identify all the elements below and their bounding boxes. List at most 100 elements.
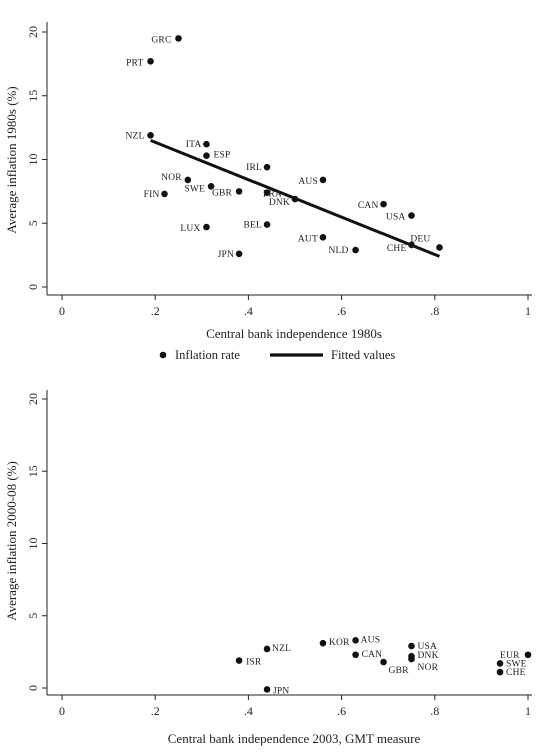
data-point-nzl xyxy=(263,645,271,653)
data-label-prt: PRT xyxy=(126,58,143,68)
x-ticks: 0 .2 .4 .6 .8 1 xyxy=(59,295,531,318)
data-point-aus xyxy=(319,176,327,184)
data-label-isr: ISR xyxy=(246,658,262,668)
data-label-aut: AUT xyxy=(298,234,318,244)
data-point-dnk xyxy=(291,195,299,203)
data-point-nor xyxy=(408,655,415,663)
data-point-nld xyxy=(352,246,359,254)
data-point-che xyxy=(496,668,504,676)
y-ticks: 0 5 10 15 20 xyxy=(26,26,47,290)
x-tick-label: .8 xyxy=(430,704,439,718)
data-label-nzl: NZL xyxy=(272,644,291,654)
data-label-fra: FRA xyxy=(263,190,282,200)
data-label-jpn: JPN xyxy=(218,250,234,260)
y-tick-label: 5 xyxy=(26,613,40,619)
data-label-dnk: DNK xyxy=(418,651,439,661)
data-point-can xyxy=(352,651,359,659)
data-label-bel: BEL xyxy=(243,221,262,231)
data-label-can: CAN xyxy=(358,201,379,211)
chart-panel-2000s: 0 5 10 15 20 0 .2 .4 .6 .8 1 JPN ISR NZL KOR AUS CAN GB… xyxy=(4,390,532,746)
y-tick-label: 20 xyxy=(26,26,40,38)
x-ticks: 0 .2 .4 .6 .8 1 xyxy=(59,695,531,718)
data-point-aus xyxy=(352,637,359,644)
data-label-ita: ITA xyxy=(186,140,202,150)
y-tick-label: 0 xyxy=(26,284,40,290)
data-label-deu: DEU xyxy=(410,234,430,244)
y-tick-label: 20 xyxy=(26,393,40,405)
x-tick-label: .6 xyxy=(337,304,346,318)
y-tick-label: 15 xyxy=(26,90,40,102)
x-tick-label: .4 xyxy=(244,704,253,718)
y-tick-label: 5 xyxy=(26,220,40,226)
x-axis-title: Central bank independence 1980s xyxy=(206,326,382,341)
y-tick-label: 0 xyxy=(26,685,40,691)
data-label-aus: AUS xyxy=(298,177,318,187)
data-point-nzl xyxy=(147,131,154,139)
data-label-swe: SWE xyxy=(506,659,527,669)
data-label-nzl: NZL xyxy=(125,131,144,141)
y-tick-label: 15 xyxy=(26,465,40,477)
data-point-swe xyxy=(496,660,504,667)
x-tick-label: 0 xyxy=(59,704,65,718)
x-tick-label: 1 xyxy=(525,704,531,718)
data-label-gbr: GBR xyxy=(212,188,233,198)
data-point-jpn xyxy=(263,686,271,693)
data-label-swe: SWE xyxy=(184,184,205,194)
data-label-irl: IRL xyxy=(246,163,262,173)
data-label-nor: NOR xyxy=(418,663,439,673)
data-label-aus: AUS xyxy=(361,635,381,645)
data-label-jpn: JPN xyxy=(273,686,289,696)
data-point-usa xyxy=(408,212,415,219)
data-point-eur xyxy=(524,651,532,659)
x-tick-label: .6 xyxy=(337,704,346,718)
data-point-irl xyxy=(263,163,271,171)
data-label-grc: GRC xyxy=(151,35,171,45)
data-point-fra xyxy=(263,189,271,196)
data-label-usa: USA xyxy=(386,213,406,223)
data-point-ita xyxy=(203,140,210,148)
data-point-deu xyxy=(436,244,443,251)
data-point-esp xyxy=(203,152,210,159)
y-tick-label: 10 xyxy=(26,154,40,166)
x-tick-label: 1 xyxy=(525,304,531,318)
legend-dot-marker xyxy=(159,351,167,359)
data-label-gbr: GBR xyxy=(389,666,410,676)
x-tick-label: .2 xyxy=(151,304,160,318)
data-label-eur: EUR xyxy=(500,651,520,661)
data-point-lux xyxy=(203,223,210,231)
legend: Inflation rate Fitted values xyxy=(159,348,395,362)
data-point-prt xyxy=(147,58,154,65)
x-tick-label: .2 xyxy=(151,704,160,718)
data-point-gbr xyxy=(380,658,387,666)
data-point-che xyxy=(408,241,415,249)
y-axis-title: Average inflation 2000-08 (%) xyxy=(4,461,19,621)
data-point-isr xyxy=(235,657,243,664)
x-tick-label: .8 xyxy=(430,304,439,318)
data-point-grc xyxy=(175,35,182,42)
data-point-swe xyxy=(207,182,215,190)
data-point-fin xyxy=(161,190,168,198)
data-label-lux: LUX xyxy=(180,224,200,234)
data-point-jpn xyxy=(235,250,243,258)
y-axis-title: Average inflation 1980s (%) xyxy=(4,86,19,233)
x-tick-label: 0 xyxy=(59,304,65,318)
data-label-kor: KOR xyxy=(329,638,350,648)
x-axis-title: Central bank independence 2003, GMT meas… xyxy=(168,731,421,746)
chart-panel-1980s: 0 5 10 15 20 0 .2 .4 .6 .8 1 GRC PRT NZL ITA ESP IRL AU… xyxy=(4,22,532,362)
data-label-esp: ESP xyxy=(213,151,230,161)
data-label-nld: NLD xyxy=(328,246,348,256)
data-label-dnk: DNK xyxy=(269,198,290,208)
y-tick-label: 10 xyxy=(26,538,40,550)
data-label-che: CHE xyxy=(387,244,407,254)
data-point-can xyxy=(380,200,387,208)
x-tick-label: .4 xyxy=(244,304,253,318)
y-ticks: 0 5 10 15 20 xyxy=(26,393,47,691)
legend-label-inflation-rate: Inflation rate xyxy=(175,348,240,362)
data-point-aut xyxy=(319,233,327,241)
data-point-kor xyxy=(319,639,327,647)
data-label-che: CHE xyxy=(506,668,526,678)
data-point-gbr xyxy=(235,188,243,195)
